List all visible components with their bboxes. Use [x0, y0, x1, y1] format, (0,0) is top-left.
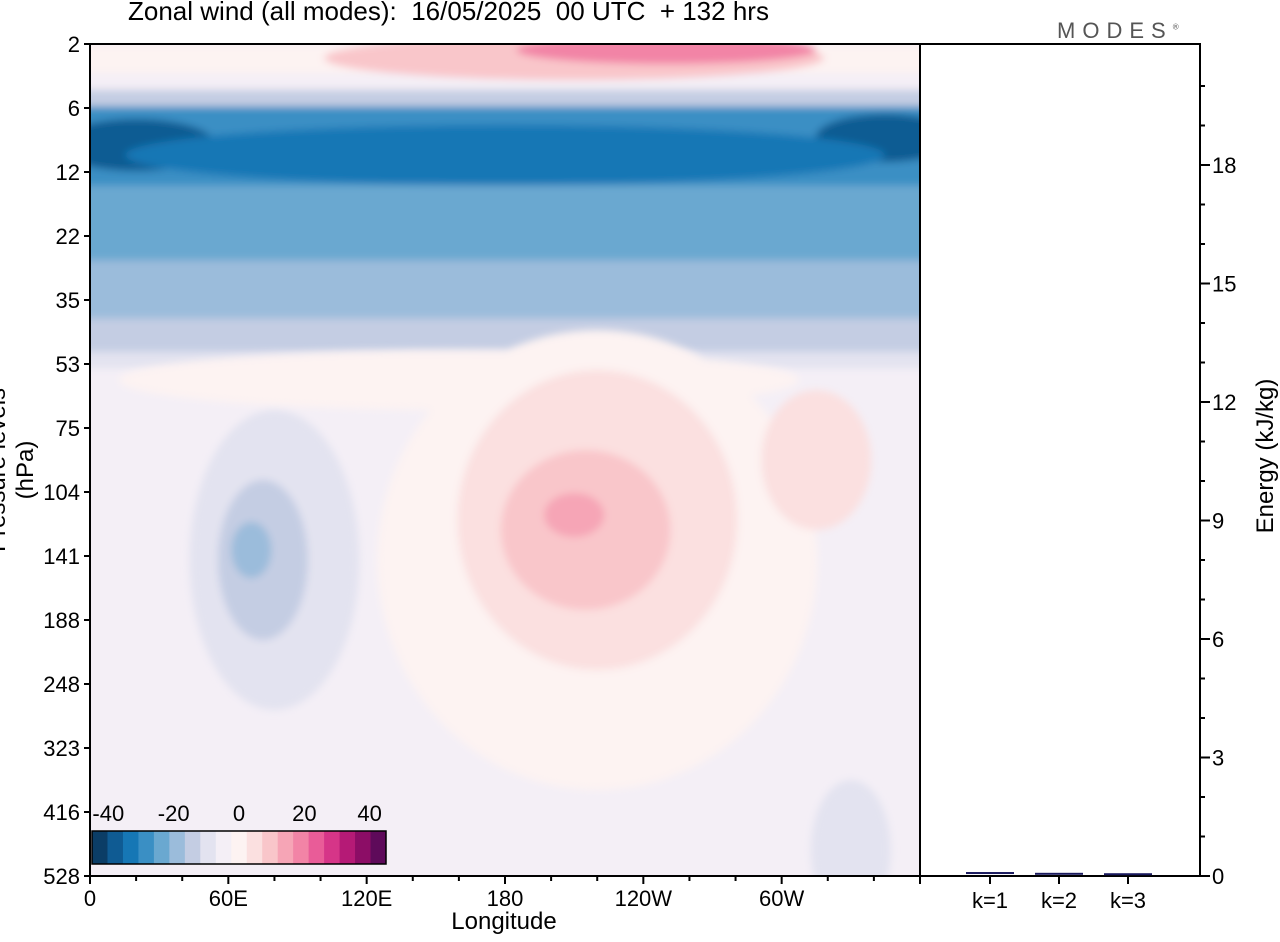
easterly-low-east: [810, 780, 891, 876]
heatmap-field: [90, 44, 920, 876]
energy-category-label: k=2: [1041, 888, 1077, 913]
x-axis-label: Longitude: [451, 908, 557, 935]
x-tick-label: 120W: [615, 886, 673, 911]
energy-bar: [1104, 873, 1152, 876]
x-tick-label: 180: [487, 886, 524, 911]
westerly-east-lobe: [761, 390, 872, 530]
energy-tick-label: 6: [1212, 627, 1224, 652]
colorbar-swatch: [92, 831, 108, 864]
y-tick-label: 104: [43, 480, 80, 505]
colorbar-swatch: [370, 831, 387, 864]
x-tick-label: 0: [84, 886, 96, 911]
colorbar-swatch: [262, 831, 279, 864]
colorbar-swatch: [324, 831, 341, 864]
y-tick-label: 22: [56, 224, 80, 249]
westerly-core: [544, 493, 605, 537]
energy-tick-label: 18: [1212, 153, 1236, 178]
colorbar-tick-label: -40: [92, 801, 124, 826]
energy-frame: [919, 43, 1201, 877]
energy-bar: [1035, 872, 1083, 875]
strat-band: [90, 185, 920, 263]
y-tick-label: 141: [43, 544, 80, 569]
y-tick-label: 188: [43, 608, 80, 633]
colorbar-swatch: [231, 831, 248, 864]
colorbar-swatch: [153, 831, 170, 864]
colorbar-swatch: [293, 831, 310, 864]
strat-band: [90, 260, 920, 321]
x-tick-label: 60E: [209, 886, 248, 911]
energy-tick-label: 0: [1212, 864, 1224, 889]
y-tick-label: 248: [43, 672, 80, 697]
easterly-core: [231, 522, 272, 578]
energy-category-label: k=3: [1110, 888, 1146, 913]
colorbar-swatch: [138, 831, 155, 864]
energy-bars: 0 3 6 9 12 15 18 k=1 k=2 k=3: [966, 85, 1236, 913]
y-tick-label: 528: [43, 864, 80, 889]
trop-features: [118, 330, 891, 876]
chart-title: Zonal wind (all modes): 16/05/2025 00 UT…: [128, 0, 769, 26]
energy-bar: [966, 872, 1014, 875]
colorbar-swatch: [215, 831, 232, 864]
y-tick-label: 35: [56, 288, 80, 313]
jet-core-mid: [125, 125, 885, 185]
colorbar-swatch: [355, 831, 372, 864]
y-tick-label: 323: [43, 736, 80, 761]
colorbar-frame: [91, 830, 387, 865]
colorbar-swatch: [200, 831, 217, 864]
colorbar-swatch: [339, 831, 356, 864]
colorbar-swatch: [246, 831, 263, 864]
energy-tick-label: 3: [1212, 746, 1224, 771]
colorbar-swatch: [107, 831, 124, 864]
colorbar-swatch: [184, 831, 201, 864]
x-tick-label: 60W: [759, 886, 804, 911]
colorbar-tick-label: 0: [233, 801, 245, 826]
colorbar-swatch: [308, 831, 325, 864]
energy-category-label: k=1: [972, 888, 1008, 913]
colorbar-tick-label: 40: [357, 801, 381, 826]
westerly-top-core: [516, 44, 817, 64]
energy-tick-label: 12: [1212, 390, 1236, 415]
energy-tick-label: 9: [1212, 509, 1224, 534]
energy-tick-label: 15: [1212, 272, 1236, 297]
y-tick-label: 2: [68, 32, 80, 57]
colorbar: -40 -20 0 20 40: [91, 801, 387, 865]
y-tick-label: 53: [56, 352, 80, 377]
colorbar-swatch: [169, 831, 186, 864]
strat-band: [90, 73, 920, 92]
brand-logo: MODES®: [1057, 18, 1179, 43]
y-tick-label: 12: [56, 160, 80, 185]
colorbar-tick-label: -20: [158, 801, 190, 826]
y-tick-label: 6: [68, 96, 80, 121]
colorbar-swatch: [277, 831, 294, 864]
colorbar-swatch: [122, 831, 139, 864]
strat-band: [90, 89, 920, 109]
y-tick-label: 416: [43, 800, 80, 825]
x-tick-label: 120E: [341, 886, 392, 911]
y-tick-label: 75: [56, 416, 80, 441]
colorbar-tick-label: 20: [292, 801, 316, 826]
strat-band: [90, 318, 920, 354]
strat-bands: [90, 44, 920, 388]
